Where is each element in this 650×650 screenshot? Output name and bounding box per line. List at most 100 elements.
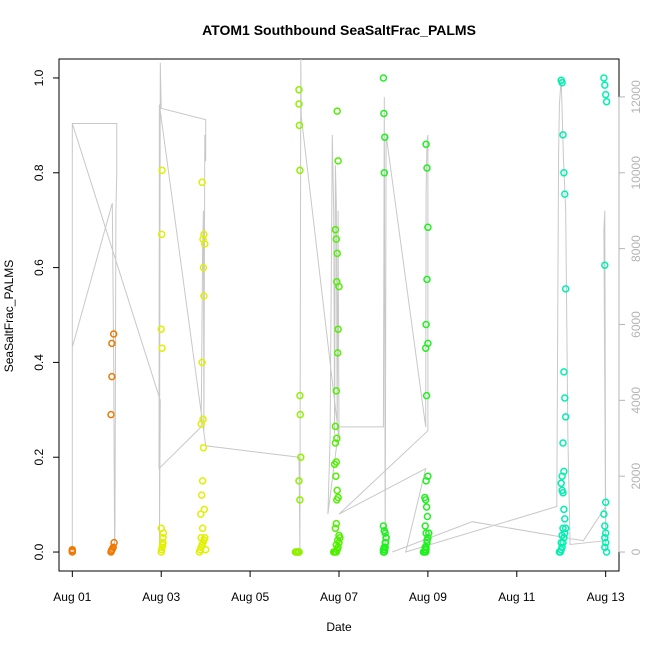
y-tick-label: 0.4 [32,354,46,371]
data-point [109,543,117,552]
data-point [600,510,608,518]
data-point [425,529,433,537]
data-point [332,458,341,466]
x-tick-label: Aug 03 [142,590,180,604]
data-point [557,538,565,547]
x-tick-label: Aug 07 [320,590,358,604]
secondary-y-tick-label: 6000 [629,311,643,338]
data-point [294,548,303,556]
data-point [109,330,118,338]
data-point [561,524,570,533]
data-point [561,394,569,402]
data-point [561,515,569,523]
data-point [422,529,430,537]
data-point [561,285,570,293]
x-axis-label: Date [326,620,352,634]
data-point [296,391,304,400]
data-point [421,496,430,504]
scatter-series [68,74,611,556]
data-point [295,86,303,94]
data-point [560,169,568,177]
data-point [557,479,565,488]
data-point [334,157,342,165]
data-point [296,496,304,504]
data-point [331,524,340,533]
data-point [558,543,566,552]
data-point [333,434,341,443]
data-point [600,74,608,82]
data-point [159,534,167,542]
data-point [380,169,389,177]
data-point [198,358,206,367]
data-point [201,240,209,248]
data-point [332,519,341,528]
secondary-y-tick-label: 2000 [629,463,643,490]
data-point [332,541,341,549]
data-point [108,372,116,381]
data-point [382,534,390,542]
data-point [157,230,166,239]
data-point [157,325,165,333]
x-axis: Aug 01 Aug 03 Aug 05 Aug 07 Aug 09 Aug 11 Aug … [53,570,625,604]
data-point [601,522,609,530]
data-point [333,349,342,357]
data-point [601,81,609,89]
data-point [601,529,610,537]
data-point [159,538,167,547]
data-point [331,422,340,431]
data-point [334,325,342,333]
x-tick-label: Aug 01 [53,590,91,604]
data-point [423,536,431,544]
data-point [379,545,388,554]
data-point [421,548,430,556]
secondary-y-tick-label: 12000 [629,80,643,114]
data-point [335,282,343,291]
data-point [422,140,430,149]
data-point [297,453,305,461]
data-point [422,477,430,485]
data-point [108,339,116,348]
data-point [558,78,566,87]
data-point [422,503,431,511]
y-tick-label: 1.0 [32,69,46,86]
secondary-y-tick-label: 0 [629,548,643,555]
data-point [199,443,208,452]
y-axis-label: SeaSaltFrac_PALMS [2,260,16,373]
data-point [560,505,568,514]
data-point [601,534,609,542]
data-point [333,107,341,115]
data-point [421,522,429,530]
data-point [200,505,209,514]
data-point [198,178,206,187]
data-point [601,90,610,99]
data-point [423,164,431,172]
data-point [381,529,389,537]
data-point [559,131,567,139]
data-point [158,344,166,352]
data-point [332,235,341,243]
data-point [295,121,304,130]
data-point [381,538,389,547]
data-point [333,486,341,495]
data-point [380,109,388,118]
data-point [200,230,208,239]
data-point [558,531,566,540]
data-point [296,410,305,419]
altitude-line [71,58,607,553]
data-point [331,225,340,234]
data-point [381,133,389,141]
data-point [601,538,610,547]
altitude-series [71,58,607,553]
data-point [332,472,340,480]
data-point [601,498,610,507]
y-tick-label: 0.2 [32,449,46,466]
data-point [158,166,166,175]
x-tick-label: Aug 11 [498,590,535,604]
data-point [335,531,343,540]
data-point [333,536,342,544]
data-point [198,477,207,485]
data-point [559,489,567,497]
data-point [559,524,567,533]
data-point [559,439,567,447]
